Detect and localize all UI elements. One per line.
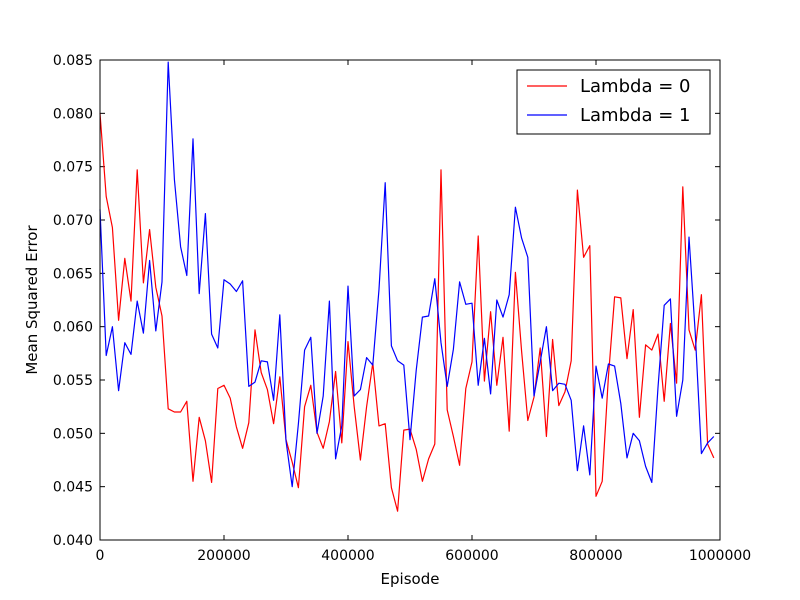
series-lines-group — [99, 61, 715, 512]
x-tick-label: 0 — [96, 548, 105, 564]
y-tick-label: 0.045 — [53, 480, 93, 496]
y-tick-label: 0.040 — [53, 533, 93, 549]
y-tick-label: 0.065 — [53, 266, 93, 282]
legend-label-lambda-1: Lambda = 1 — [580, 105, 690, 126]
legend: Lambda = 0 Lambda = 1 — [516, 69, 711, 135]
legend-label-lambda-0: Lambda = 0 — [580, 76, 690, 97]
y-tick-label: 0.060 — [53, 320, 93, 336]
x-tick-label: 800000 — [569, 548, 622, 564]
x-tick-label: 200000 — [197, 548, 250, 564]
tick-labels-group: 0 200000 400000 600000 800000 1000000 0.040 0.0… — [53, 53, 751, 564]
series-line-lambda-0 — [99, 113, 715, 512]
x-tick-label: 600000 — [445, 548, 498, 564]
x-tick-label: 1000000 — [689, 548, 751, 564]
y-tick-label: 0.080 — [53, 106, 93, 122]
y-tick-label: 0.070 — [53, 213, 93, 229]
y-tick-label: 0.085 — [53, 53, 93, 69]
series-line-lambda-1 — [99, 61, 715, 488]
plot-frame — [99, 59, 721, 541]
y-tick-label: 0.075 — [53, 160, 93, 176]
legend-box — [516, 69, 711, 135]
y-tick-label: 0.055 — [53, 373, 93, 389]
y-axis-label: Mean Squared Error — [23, 225, 41, 375]
x-axis-label: Episode — [381, 570, 440, 588]
y-tick-label: 0.050 — [53, 426, 93, 442]
x-tick-label: 400000 — [321, 548, 374, 564]
